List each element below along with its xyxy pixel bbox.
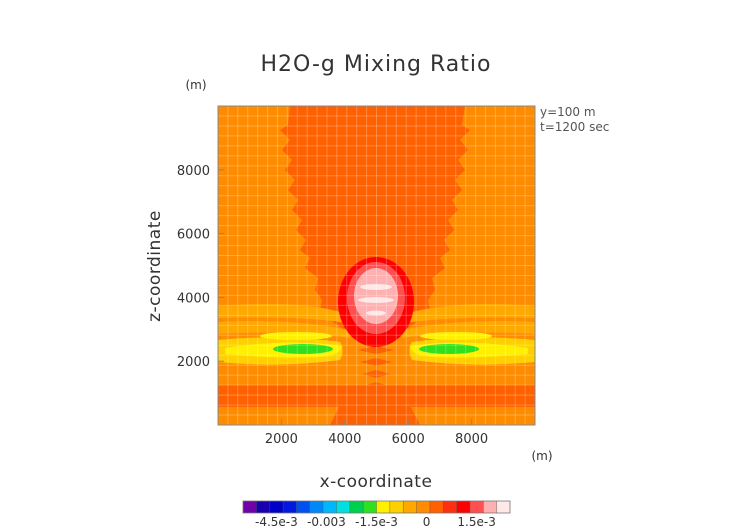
central-plume	[280, 106, 470, 336]
y-tick-label: 4000	[177, 291, 210, 306]
colorbar-swatch	[389, 501, 404, 513]
annotation-y: y=100 m	[540, 105, 596, 119]
colorbar-swatch	[483, 501, 497, 513]
colorbar-tick-label: -4.5e-3	[255, 515, 298, 529]
colorbar-swatch	[496, 501, 511, 513]
plot-frame	[217, 105, 536, 426]
core-pink	[354, 268, 398, 324]
colorbar-swatch	[443, 501, 457, 513]
y-ticks: 2000 4000 6000 8000	[177, 164, 224, 370]
colorbar-swatch	[469, 501, 484, 513]
y-axis-label: z-coordinate	[145, 210, 165, 322]
colorbar-tick-label: 1.5e-3	[457, 515, 495, 529]
y-tick-label: 2000	[177, 355, 210, 370]
x-tick-label: 6000	[392, 432, 425, 447]
colorbar-swatch	[296, 501, 311, 513]
colorbar-swatch	[403, 501, 417, 513]
y-unit: (m)	[185, 78, 206, 92]
x-tick-label: 8000	[455, 432, 488, 447]
colorbar-ticks: -4.5e-3 -0.003 -1.5e-3 0 1.5e-3	[255, 515, 496, 529]
colorbar-swatch	[376, 501, 391, 513]
dry-layer-right-yellow	[420, 332, 492, 340]
colorbar-swatch	[256, 501, 270, 513]
colorbar-swatch	[283, 501, 297, 513]
x-tick-label: 2000	[265, 432, 298, 447]
colorbar-swatch	[349, 501, 364, 513]
x-unit: (m)	[531, 449, 552, 463]
colorbar-swatch	[323, 501, 337, 513]
colorbar-swatch	[243, 501, 257, 513]
y-tick-label: 8000	[177, 164, 210, 179]
dry-layer-right-core	[419, 344, 479, 354]
grid	[218, 106, 535, 425]
colorbar-swatch	[416, 501, 431, 513]
annotation-time: t=1200 sec	[540, 120, 609, 134]
chart-title: H2O-g Mixing Ratio	[261, 52, 492, 77]
lower-chevrons	[334, 401, 418, 425]
colorbar-tick-label: 0	[423, 515, 431, 529]
core-white-lenses	[358, 284, 394, 316]
colorbar	[242, 500, 511, 514]
colorbar-swatch	[336, 501, 351, 513]
colorbar-swatch	[456, 501, 471, 513]
colorbar-tick-label: -0.003	[307, 515, 346, 529]
y-tick-label: 6000	[177, 228, 210, 243]
x-axis-label: x-coordinate	[320, 472, 433, 492]
dry-layer-left-yellow	[260, 332, 332, 340]
x-tick-label: 4000	[328, 432, 361, 447]
dry-layer-left-core	[273, 344, 333, 354]
plot-area	[218, 106, 535, 425]
colorbar-swatch	[309, 501, 324, 513]
colorbar-swatch	[269, 501, 284, 513]
colorbar-tick-label: -1.5e-3	[355, 515, 398, 529]
colorbar-swatch	[429, 501, 444, 513]
plume-streaks	[358, 346, 394, 390]
colorbar-swatch	[363, 501, 377, 513]
x-ticks: 2000 4000 6000 8000	[265, 419, 488, 447]
